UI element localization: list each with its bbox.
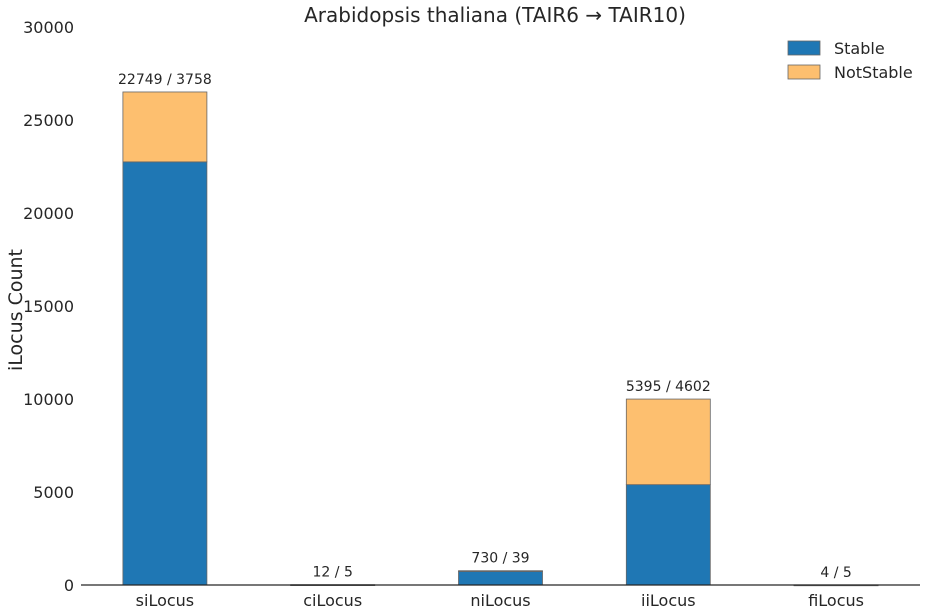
bar-stable-nilocus xyxy=(458,571,543,586)
y-tick-label: 20000 xyxy=(23,204,74,223)
y-tick-label: 25000 xyxy=(23,111,74,130)
legend-swatch-stable xyxy=(787,40,821,56)
x-tick-label: iiLocus xyxy=(641,591,696,610)
legend-swatch-notstable xyxy=(787,64,821,80)
bar-notstable-nilocus xyxy=(458,570,543,572)
y-tick-label: 0 xyxy=(64,576,74,595)
bar-notstable-silocus xyxy=(122,91,208,163)
y-tick-label: 15000 xyxy=(23,297,74,316)
legend: Stable NotStable xyxy=(787,39,913,82)
legend-label-notstable: NotStable xyxy=(834,63,913,82)
bar-notstable-iilocus xyxy=(625,398,711,486)
y-tick-label: 10000 xyxy=(23,390,74,409)
data-label: 12 / 5 xyxy=(313,565,353,581)
y-tick-label: 5000 xyxy=(33,483,74,502)
data-label: 22749 / 3758 xyxy=(118,72,212,88)
x-tick-label: niLocus xyxy=(470,591,530,610)
bar-stable-iilocus xyxy=(625,484,711,586)
data-label: 4 / 5 xyxy=(820,565,851,581)
x-tick-label: fiLocus xyxy=(808,591,864,610)
bar-stable-silocus xyxy=(122,161,208,586)
plot-area: 0 5000 10000 15000 20000 25000 30000 22749 / 37… xyxy=(23,18,920,610)
x-tick-label: siLocus xyxy=(136,591,194,610)
chart-title: Arabidopsis thaliana (TAIR6 → TAIR10) xyxy=(304,3,686,27)
data-label: 730 / 39 xyxy=(471,551,529,567)
y-axis-label: iLocus Count xyxy=(5,249,27,371)
legend-label-stable: Stable xyxy=(834,39,885,58)
y-tick-label: 30000 xyxy=(23,18,74,37)
x-tick-label: ciLocus xyxy=(303,591,362,610)
data-label: 5395 / 4602 xyxy=(626,379,711,395)
